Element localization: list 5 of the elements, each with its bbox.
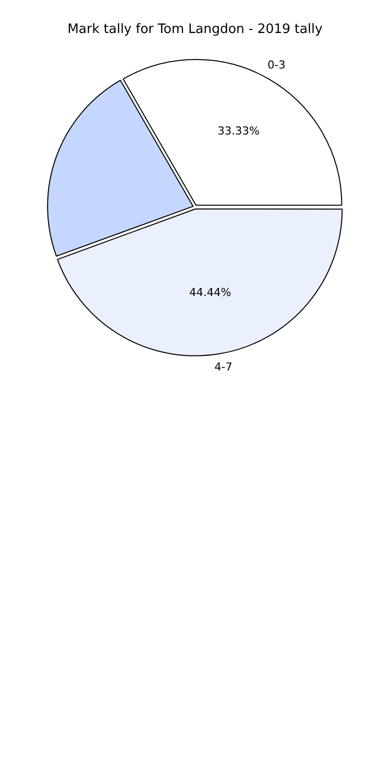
- data-label: 33.33%: [218, 124, 260, 138]
- chart-title: Mark tally for Tom Langdon - 2019 tally: [66, 22, 324, 39]
- slice-label: 0-3: [267, 58, 286, 72]
- data-label: 44.44%: [189, 286, 232, 299]
- slice-label: 4-7: [214, 360, 232, 374]
